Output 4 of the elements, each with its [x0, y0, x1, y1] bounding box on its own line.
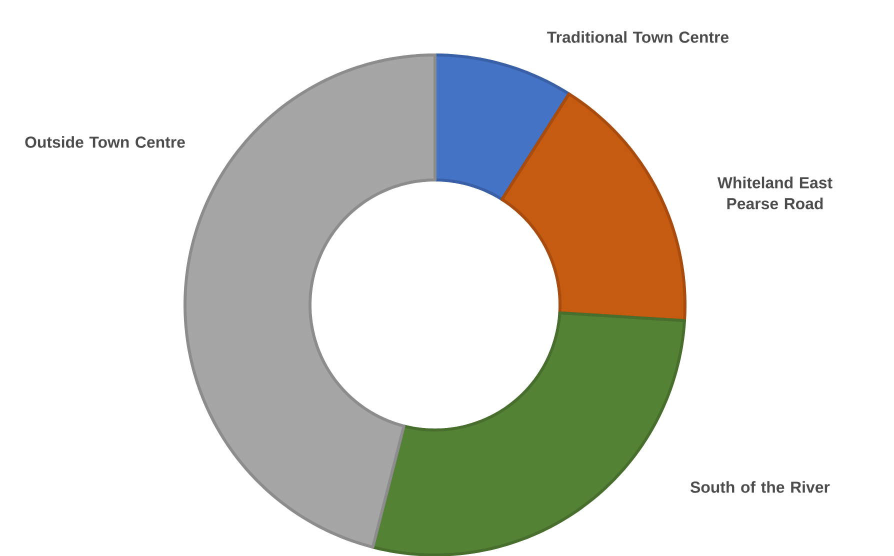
slice-label: South of the River	[690, 480, 830, 493]
slice-label: Whiteland East Pearse Road	[717, 176, 832, 210]
slice-label: Traditional Town Centre	[547, 30, 729, 43]
slice-label: Outside Town Centre	[25, 136, 185, 148]
